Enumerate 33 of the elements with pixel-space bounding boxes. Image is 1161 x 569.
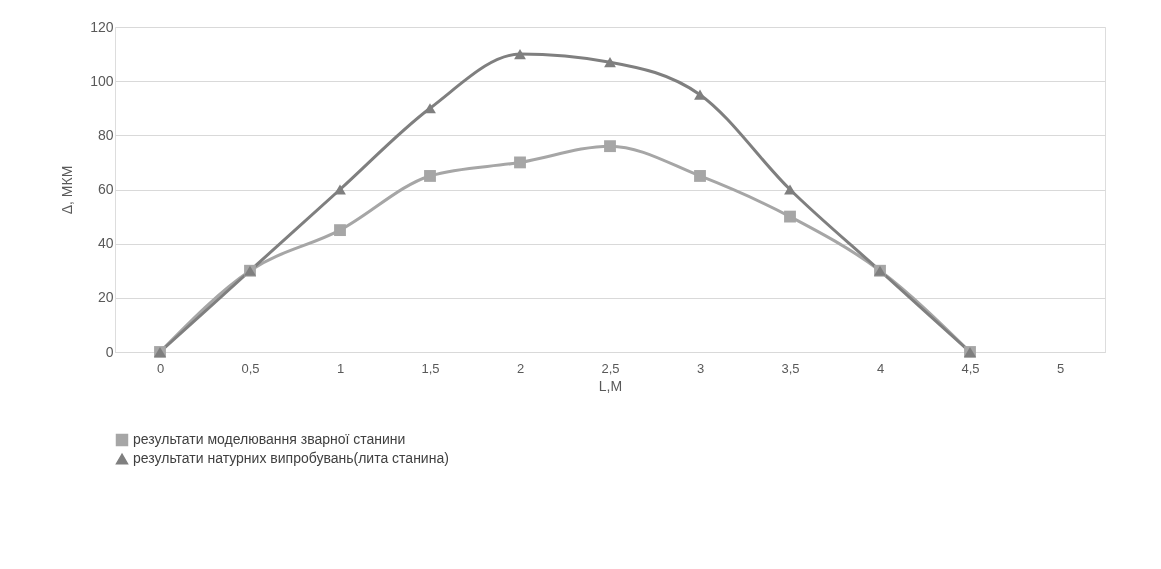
y-tick-label: 80 — [97, 126, 114, 143]
y-axis-title: Δ, МКМ — [59, 165, 76, 215]
legend-label: результати натурних випробувань(лита станина) — [133, 450, 449, 466]
point — [604, 57, 616, 68]
x-tick-label: 1,5 — [421, 360, 440, 376]
point — [604, 140, 616, 153]
point — [784, 210, 796, 223]
x-tick-label: 0 — [156, 360, 165, 376]
point — [514, 48, 526, 60]
x-tick-label: 2,5 — [601, 360, 620, 376]
x-tick-label: 5 — [1056, 360, 1065, 376]
point — [784, 184, 796, 195]
y-tick-label: 20 — [97, 289, 114, 306]
point — [334, 224, 346, 237]
x-tick-label: 4 — [876, 360, 885, 376]
y-tick-label: 100 — [90, 72, 114, 89]
point — [424, 170, 436, 182]
x-tick-label: 1 — [336, 360, 345, 376]
x-tick-label: 2 — [516, 360, 525, 376]
point — [424, 103, 436, 114]
x-tick-label: 3 — [696, 360, 705, 376]
y-tick-label: 0 — [105, 343, 114, 360]
point — [514, 156, 526, 169]
x-tick-label: 3,5 — [781, 360, 800, 376]
y-tick-label: 60 — [97, 181, 114, 197]
x-axis-title: L,М — [598, 377, 623, 394]
y-tick-label: 40 — [97, 235, 114, 252]
legend-label: результати моделювання зварної станини — [133, 431, 406, 447]
x-tick-label: 4,5 — [961, 360, 980, 376]
point — [334, 184, 346, 195]
point — [694, 170, 706, 182]
x-tick-label: 0,5 — [241, 360, 260, 376]
y-tick-label: 120 — [90, 18, 114, 35]
